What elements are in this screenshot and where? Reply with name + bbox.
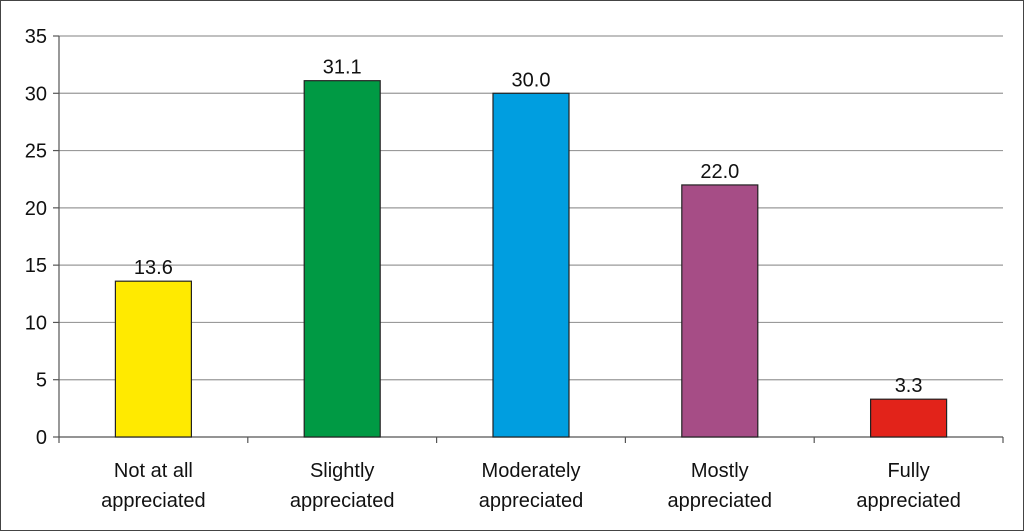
data-label: 30.0 (512, 69, 551, 91)
x-category-label: appreciated (290, 490, 395, 512)
x-category-label: Fully (887, 460, 929, 482)
x-category-label: Not at all (114, 460, 193, 482)
y-tick-label: 10 (25, 312, 47, 334)
x-category-label: Mostly (691, 460, 749, 482)
bar (869, 398, 948, 438)
x-category-label: appreciated (479, 490, 584, 512)
y-tick-label: 35 (25, 26, 47, 48)
y-tick-label: 0 (36, 427, 47, 449)
x-category-label: appreciated (101, 490, 206, 512)
y-tick-label: 30 (25, 83, 47, 105)
x-category-label: appreciated (668, 490, 773, 512)
bar (681, 184, 759, 438)
x-category-label: Slightly (310, 460, 374, 482)
data-label: 13.6 (134, 257, 173, 279)
data-label: 3.3 (895, 375, 923, 397)
data-label: 31.1 (323, 57, 362, 79)
bar (303, 80, 381, 438)
data-label: 22.0 (700, 161, 739, 183)
bar (492, 92, 570, 438)
x-category-label: Moderately (482, 460, 581, 482)
y-tick-label: 15 (25, 255, 47, 277)
bar (114, 280, 193, 438)
y-tick-label: 5 (36, 370, 47, 392)
y-tick-label: 20 (25, 198, 47, 220)
y-tick-label: 25 (25, 141, 47, 163)
x-category-label: appreciated (856, 490, 961, 512)
